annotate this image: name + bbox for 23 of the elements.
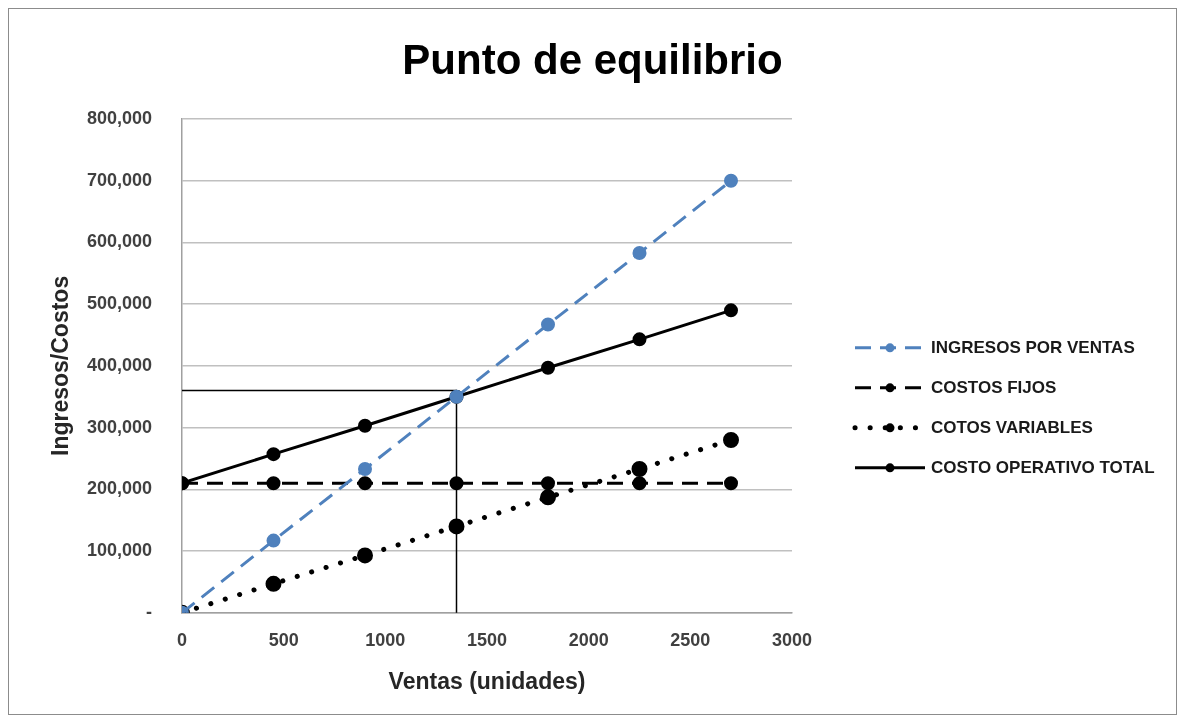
x-tick-label: 0 (176, 629, 188, 650)
x-tick-label: 2500 (670, 629, 711, 650)
x-tick-label: 3000 (771, 629, 813, 650)
y-tick-label: 200,000 (86, 478, 152, 499)
legend-label: COTOS VARIABLES (931, 417, 1093, 437)
x-tick-label: 2000 (568, 629, 609, 650)
y-tick-label: 300,000 (86, 416, 152, 437)
chart-title: Punto de equilibrio (402, 35, 783, 83)
y-tick-label: 800,000 (86, 107, 152, 128)
y-tick-label: 500,000 (86, 293, 152, 314)
y-tick-label: 600,000 (86, 231, 152, 252)
y-tick-label: - (146, 601, 152, 622)
y-axis-title: Ingresos/Costos (47, 275, 74, 457)
y-tick-label: 700,000 (86, 169, 152, 190)
legend-label: INGRESOS POR VENTAS (931, 337, 1135, 357)
legend-label: COSTO OPERATIVO TOTAL (931, 457, 1155, 477)
x-tick-label: 500 (268, 629, 299, 650)
x-axis-title: Ventas (unidades) (388, 667, 586, 694)
y-tick-label: 100,000 (86, 540, 152, 561)
legend-label: COSTOS FIJOS (931, 377, 1057, 397)
y-tick-label: 400,000 (86, 354, 152, 375)
x-tick-label: 1500 (466, 629, 508, 650)
x-tick-label: 1000 (365, 629, 406, 650)
